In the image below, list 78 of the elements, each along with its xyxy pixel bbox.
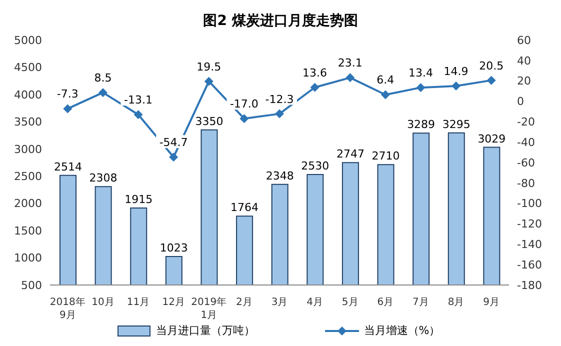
data-label: 19.5: [196, 60, 222, 74]
x-tick-label: 10月: [92, 297, 114, 308]
data-label: 2747: [336, 148, 364, 161]
y2-tick-label: -160: [517, 258, 542, 272]
y-tick-label: 2500: [14, 170, 42, 184]
x-tick-label: 12月: [162, 297, 185, 308]
point: [63, 104, 72, 114]
y-tick-label: 2000: [14, 197, 42, 210]
data-label: 2308: [89, 172, 118, 185]
data-label: 1764: [230, 201, 259, 214]
y-tick-label: 4500: [14, 61, 42, 74]
data-label: 23.1: [338, 56, 362, 70]
x-tick-label: 9月: [483, 297, 500, 308]
y-tick-label: 3000: [14, 142, 42, 156]
data-label: 3350: [195, 114, 224, 128]
data-label: 3289: [407, 118, 436, 132]
legend-label: 当月进口量（万吨）: [154, 323, 255, 338]
y2-tick-label: -40: [517, 136, 535, 149]
point: [346, 73, 355, 82]
x-tick-label: 8月: [448, 297, 464, 308]
point: [98, 88, 108, 98]
y2-tick-label: -120: [517, 218, 542, 231]
y2-tick-label: -60: [517, 156, 535, 170]
data-label: -12.3: [265, 92, 294, 106]
y-tick-label: 1000: [14, 252, 42, 265]
y2-tick-label: 60: [517, 34, 531, 47]
x-tick-label: 3月: [271, 297, 288, 308]
data-label: 2710: [372, 150, 400, 163]
data-label: -54.7: [159, 136, 188, 150]
y-tick-label: 3500: [14, 116, 42, 129]
point: [310, 82, 320, 92]
y-tick-label: 5000: [14, 34, 42, 47]
point: [380, 90, 390, 100]
data-label: 2514: [54, 160, 82, 174]
point: [416, 83, 426, 92]
x-tick-label: 11月: [126, 297, 150, 308]
point: [452, 82, 461, 91]
y2-tick-label: -100: [517, 197, 542, 210]
data-label: 20.5: [479, 59, 504, 72]
x-tick-label: 5月: [342, 297, 358, 308]
y2-tick-label: -20: [517, 116, 535, 129]
y-tick-label: 500: [21, 278, 42, 292]
data-label: 1023: [160, 242, 188, 255]
chart-title: 图2 煤炭进口月度走势图: [202, 12, 359, 31]
y2-tick-label: -80: [517, 176, 535, 190]
y-tick-label: 4000: [14, 88, 42, 102]
data-label: 6.4: [376, 74, 394, 87]
data-label: 2530: [301, 159, 330, 172]
x-tick-label: 2019年 1月: [191, 296, 227, 321]
data-label: 8.5: [94, 72, 112, 85]
y2-tick-label: 40: [517, 54, 531, 68]
x-tick-label: 2月: [236, 297, 252, 308]
data-label: 2348: [266, 169, 294, 182]
x-tick-label: 7月: [412, 297, 429, 308]
y2-tick-label: 20: [517, 74, 531, 88]
point: [204, 76, 214, 86]
data-label: 3295: [442, 118, 470, 131]
x-tick-label: 4月: [306, 297, 323, 308]
point: [169, 152, 178, 162]
data-label: 1915: [124, 192, 153, 206]
data-label: -13.1: [124, 94, 153, 107]
data-label: 14.9: [444, 65, 468, 78]
y2-tick-label: -180: [517, 278, 542, 292]
point: [134, 110, 143, 120]
x-tick-label: 2018年 9月: [50, 296, 86, 321]
y2-tick-label: 0: [517, 95, 524, 108]
point: [486, 76, 496, 85]
point: [240, 114, 249, 124]
y-tick-label: 1500: [14, 224, 42, 238]
data-label: -7.3: [56, 88, 78, 101]
data-label: 13.6: [302, 66, 328, 80]
x-tick-label: 6月: [377, 297, 394, 308]
data-label: -17.0: [230, 98, 258, 111]
legend-label: 当月增速（%）: [362, 323, 440, 338]
data-label: 3029: [478, 132, 506, 146]
y2-tick-label: -140: [517, 238, 542, 252]
point: [275, 109, 284, 118]
data-label: 13.4: [408, 66, 433, 80]
